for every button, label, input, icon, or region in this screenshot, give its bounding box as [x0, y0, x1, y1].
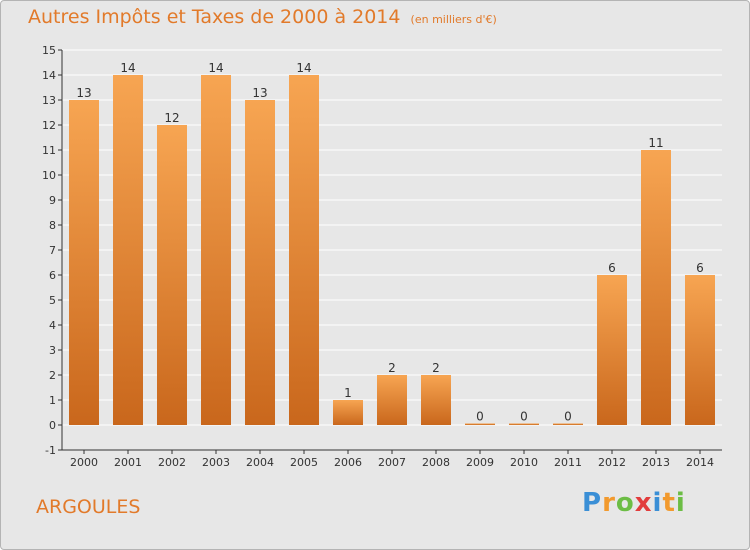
x-tick-label: 2004 [246, 456, 274, 469]
data-label: 0 [476, 410, 484, 424]
logo-letter: i [652, 488, 663, 518]
logo-letter: t [662, 488, 676, 518]
data-label: 13 [76, 86, 91, 100]
bar-2000 [69, 100, 99, 425]
y-tick-label: 12 [42, 119, 56, 132]
data-label: 2 [388, 361, 396, 375]
bar-2013 [641, 150, 671, 425]
x-tick-label: 2007 [378, 456, 406, 469]
x-tick-label: 2002 [158, 456, 186, 469]
location-name: ARGOULES [36, 496, 141, 518]
logo-letter: r [602, 488, 616, 518]
x-tick-label: 2008 [422, 456, 450, 469]
x-tick-label: 2013 [642, 456, 670, 469]
data-label: 2 [432, 361, 440, 375]
y-tick-label: 15 [42, 44, 56, 57]
bar-2014 [685, 275, 715, 425]
bar-2001 [113, 75, 143, 425]
bar-2004 [245, 100, 275, 425]
bar-2010 [509, 423, 539, 425]
data-label: 6 [608, 261, 616, 275]
bars [69, 75, 715, 425]
proxiti-logo: Proxiti [582, 488, 686, 518]
y-tick-label: 6 [49, 269, 56, 282]
y-tick-label: 1 [49, 394, 56, 407]
bar-2006 [333, 400, 363, 425]
bar-2012 [597, 275, 627, 425]
logo-letter: i [675, 488, 686, 518]
bar-2007 [377, 375, 407, 425]
y-tick-label: 5 [49, 294, 56, 307]
chart-unit-label: (en milliers d'€) [410, 13, 497, 26]
data-label: 11 [648, 136, 663, 150]
bar-2005 [289, 75, 319, 425]
y-tick-label: 8 [49, 219, 56, 232]
x-tick-label: 2010 [510, 456, 538, 469]
y-tick-label: 10 [42, 169, 56, 182]
data-label: 6 [696, 261, 704, 275]
y-tick-label: -1 [45, 444, 56, 457]
data-label: 14 [120, 61, 135, 75]
x-tick-label: 2011 [554, 456, 582, 469]
data-label: 12 [164, 111, 179, 125]
data-label: 13 [252, 86, 267, 100]
x-tick-label: 2012 [598, 456, 626, 469]
logo-letter: x [634, 488, 653, 518]
x-tick-label: 2006 [334, 456, 362, 469]
logo-letter: P [582, 488, 603, 518]
bar-2002 [157, 125, 187, 425]
y-tick-label: 7 [49, 244, 56, 257]
y-tick-label: 9 [49, 194, 56, 207]
data-label: 0 [564, 410, 572, 424]
x-tick-label: 2005 [290, 456, 318, 469]
chart-title: Autres Impôts et Taxes de 2000 à 2014 (e… [28, 6, 497, 28]
y-tick-label: 3 [49, 344, 56, 357]
x-tick-label: 2003 [202, 456, 230, 469]
bar-2009 [465, 423, 495, 425]
x-tick-label: 2014 [686, 456, 714, 469]
x-tick-label: 2001 [114, 456, 142, 469]
bar-2003 [201, 75, 231, 425]
x-tick-label: 2009 [466, 456, 494, 469]
y-tick-label: 14 [42, 69, 56, 82]
y-tick-label: 2 [49, 369, 56, 382]
y-tick-label: 13 [42, 94, 56, 107]
bar-2011 [553, 423, 583, 425]
y-tick-label: 0 [49, 419, 56, 432]
x-tick-label: 2000 [70, 456, 98, 469]
logo-letter: o [615, 488, 635, 518]
y-tick-label: 11 [42, 144, 56, 157]
bar-2008 [421, 375, 451, 425]
data-label: 1 [344, 386, 352, 400]
chart-title-text: Autres Impôts et Taxes de 2000 à 2014 [28, 6, 401, 28]
data-label: 14 [208, 61, 223, 75]
y-tick-label: 4 [49, 319, 56, 332]
data-label: 14 [296, 61, 311, 75]
data-label: 0 [520, 410, 528, 424]
